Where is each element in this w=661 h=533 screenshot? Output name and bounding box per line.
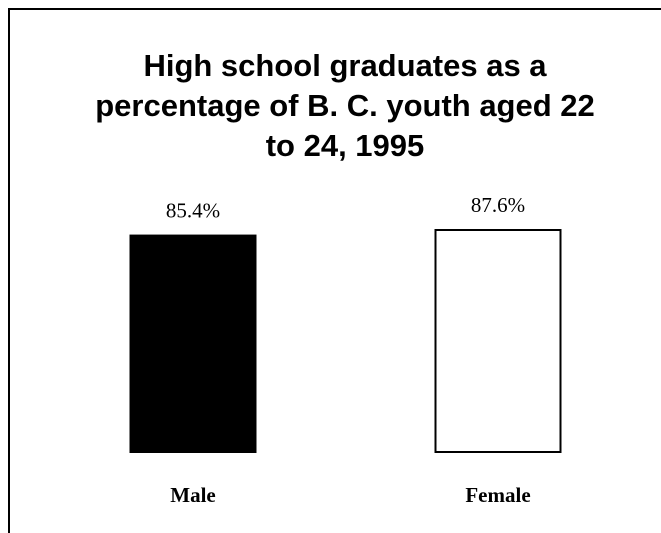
frame <box>8 8 661 533</box>
value-label: 87.6% <box>471 193 525 217</box>
bar <box>129 234 257 453</box>
value-label: 85.4% <box>166 199 220 223</box>
x-tick-label: Male <box>170 483 215 507</box>
chart-title: High school graduates as a percentage of… <box>95 48 595 163</box>
x-tick-label: Female <box>465 483 530 507</box>
bar <box>434 229 562 453</box>
